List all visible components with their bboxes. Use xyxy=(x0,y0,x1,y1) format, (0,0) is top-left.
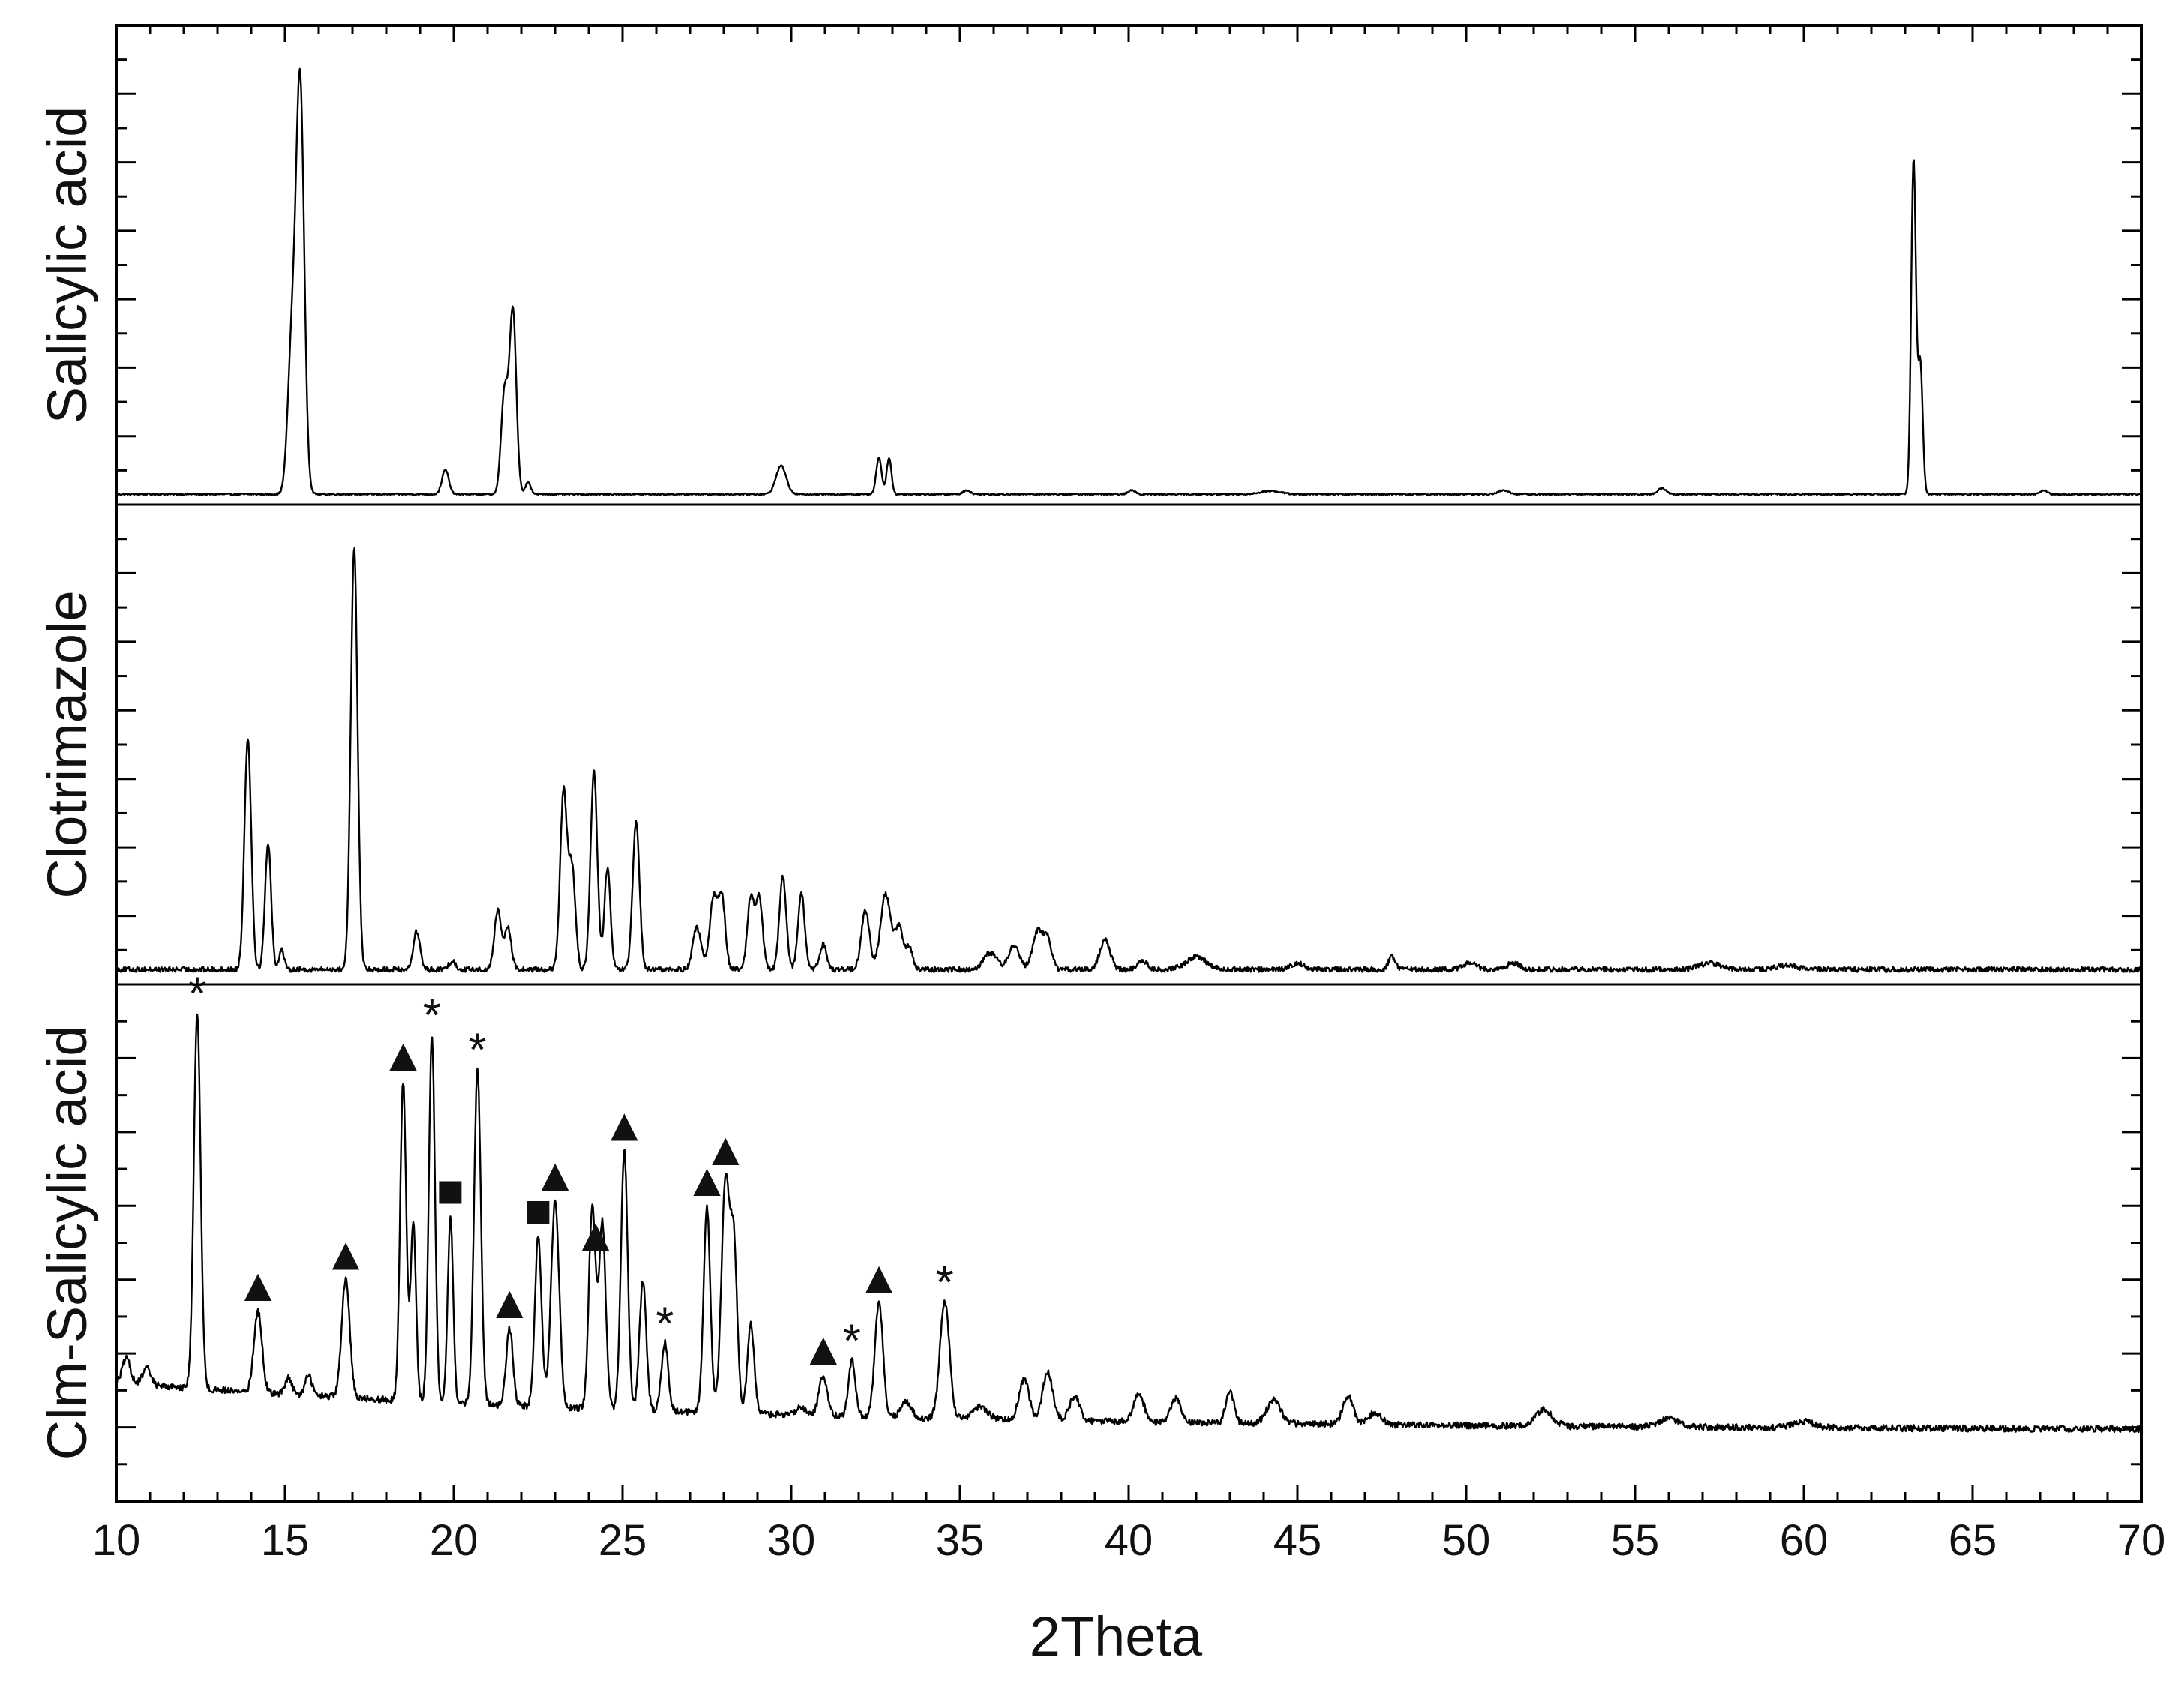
peak-marker: * xyxy=(936,1257,954,1308)
x-tick-label: 10 xyxy=(92,1516,141,1565)
peak-marker: ▲ xyxy=(380,1029,426,1081)
peak-marker: ▲ xyxy=(532,1149,578,1201)
peak-marker: ▲ xyxy=(703,1124,748,1176)
x-tick-label: 25 xyxy=(598,1516,647,1565)
x-tick-label: 60 xyxy=(1780,1516,1828,1565)
plot-frame xyxy=(115,24,2143,1503)
peak-marker: ■ xyxy=(524,1185,552,1237)
panel-label-2: Clotrimazole xyxy=(36,590,98,898)
x-tick-label: 35 xyxy=(936,1516,985,1565)
x-tick-label: 65 xyxy=(1948,1516,1997,1565)
panel-label-3: Clm-Salicylic acid xyxy=(36,1026,98,1461)
peak-marker: ▲ xyxy=(572,1209,618,1261)
x-tick-label: 40 xyxy=(1105,1516,1154,1565)
peak-marker: ▲ xyxy=(487,1277,532,1329)
panel-label-1: Salicylic acid xyxy=(36,106,98,424)
peak-marker: * xyxy=(656,1298,674,1350)
peak-marker: ▲ xyxy=(235,1260,280,1311)
peak-marker: * xyxy=(188,969,206,1020)
peak-marker: * xyxy=(843,1315,861,1367)
series-line-1 xyxy=(116,67,2143,496)
peak-marker: ▲ xyxy=(322,1229,368,1281)
peak-marker: * xyxy=(423,990,441,1041)
peak-annotations-layer: *▲▲▲*■*▲■▲▲▲*▲▲▲*▲ * xyxy=(188,969,954,1376)
labels-layer: Salicylic acid Clotrimazole Clm-Salicylic … xyxy=(36,106,2165,1565)
x-tick-label: 15 xyxy=(261,1516,310,1565)
x-tick-label: 20 xyxy=(430,1516,478,1565)
x-tick-label: 50 xyxy=(1442,1516,1491,1565)
series-lines-layer xyxy=(115,67,2143,1434)
x-tick-label: 30 xyxy=(767,1516,816,1565)
x-tick-label: 55 xyxy=(1611,1516,1660,1565)
peak-marker: ▲ xyxy=(856,1252,902,1304)
peak-marker: ▲ xyxy=(684,1155,730,1206)
peak-marker: ■ xyxy=(436,1165,464,1217)
series-line-3 xyxy=(116,1013,2143,1434)
x-tick-label: 45 xyxy=(1274,1516,1322,1565)
peak-marker: * xyxy=(468,1024,486,1076)
axes-layer xyxy=(115,24,2143,1503)
peak-marker: ▲ xyxy=(800,1323,846,1375)
series-line-2 xyxy=(115,547,2143,973)
peak-marker: ▲ xyxy=(602,1099,647,1151)
x-tick-label: 70 xyxy=(2117,1516,2166,1565)
x-axis-title: 2Theta xyxy=(1030,1605,1203,1668)
